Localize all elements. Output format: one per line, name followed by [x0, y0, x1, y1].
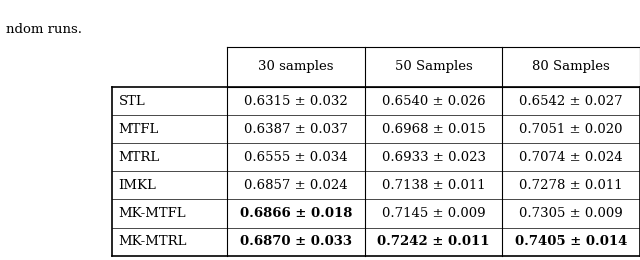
Text: MK-MTRL: MK-MTRL	[118, 235, 187, 248]
Text: 0.6933 ± 0.023: 0.6933 ± 0.023	[381, 151, 486, 164]
Text: 0.7074 ± 0.024: 0.7074 ± 0.024	[520, 151, 623, 164]
Text: 0.6870 ± 0.033: 0.6870 ± 0.033	[240, 235, 352, 248]
Text: 50 Samples: 50 Samples	[395, 61, 472, 73]
Text: 0.6542 ± 0.027: 0.6542 ± 0.027	[520, 95, 623, 108]
Text: STL: STL	[118, 95, 145, 108]
Text: MTRL: MTRL	[118, 151, 159, 164]
Text: 0.6540 ± 0.026: 0.6540 ± 0.026	[382, 95, 485, 108]
Text: 0.7278 ± 0.011: 0.7278 ± 0.011	[520, 179, 623, 192]
Text: 0.7138 ± 0.011: 0.7138 ± 0.011	[382, 179, 485, 192]
Text: 0.7305 ± 0.009: 0.7305 ± 0.009	[519, 207, 623, 220]
Text: 0.7051 ± 0.020: 0.7051 ± 0.020	[520, 123, 623, 136]
Text: 0.6968 ± 0.015: 0.6968 ± 0.015	[381, 123, 486, 136]
Text: 0.6857 ± 0.024: 0.6857 ± 0.024	[244, 179, 348, 192]
Text: 0.7242 ± 0.011: 0.7242 ± 0.011	[378, 235, 490, 248]
Text: 30 samples: 30 samples	[259, 61, 333, 73]
Text: 80 Samples: 80 Samples	[532, 61, 610, 73]
Text: MK-MTFL: MK-MTFL	[118, 207, 186, 220]
Text: 0.6387 ± 0.037: 0.6387 ± 0.037	[244, 123, 348, 136]
Text: 0.7405 ± 0.014: 0.7405 ± 0.014	[515, 235, 627, 248]
Text: 0.7145 ± 0.009: 0.7145 ± 0.009	[382, 207, 485, 220]
Text: 0.6555 ± 0.034: 0.6555 ± 0.034	[244, 151, 348, 164]
Text: ndom runs.: ndom runs.	[6, 23, 83, 36]
Text: 0.6315 ± 0.032: 0.6315 ± 0.032	[244, 95, 348, 108]
Text: 0.6866 ± 0.018: 0.6866 ± 0.018	[240, 207, 352, 220]
Text: IMKL: IMKL	[118, 179, 156, 192]
Text: MTFL: MTFL	[118, 123, 159, 136]
